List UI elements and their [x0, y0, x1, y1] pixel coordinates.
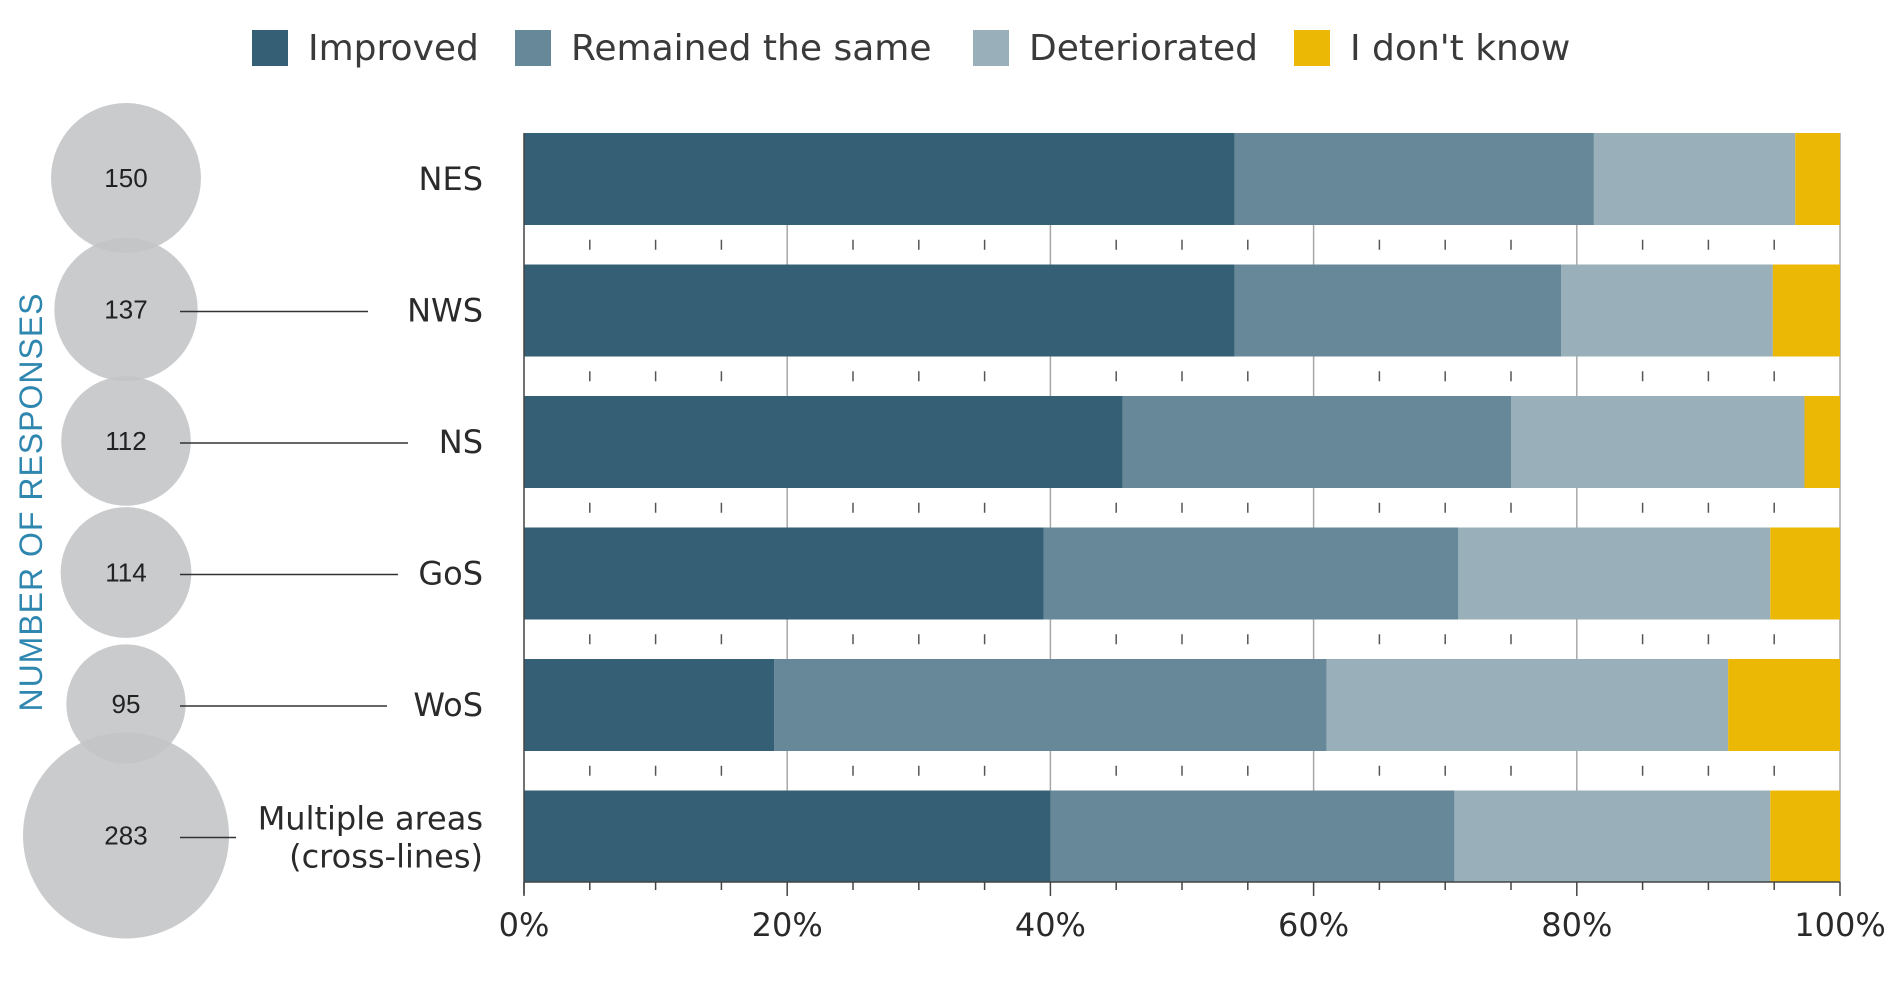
- x-tick-label: 40%: [1015, 906, 1086, 944]
- responses-count: 137: [104, 295, 147, 325]
- legend-label-0: Improved: [308, 28, 479, 69]
- bar-segment-remained-the-same-4: [774, 659, 1327, 751]
- bar-segment-improved-2: [524, 396, 1123, 488]
- responses-axis-label: NUMBER OF RESPONSES: [13, 292, 49, 711]
- category-label: NS: [439, 423, 483, 461]
- bar-segment-remained-the-same-0: [1234, 133, 1594, 225]
- x-tick-label: 100%: [1794, 906, 1885, 944]
- bar-segment-i-don-t-know-2: [1804, 396, 1840, 488]
- x-axis: 0% 20% 40% 60% 80% 100%: [499, 133, 1886, 944]
- legend-label-2: Deteriorated: [1029, 28, 1258, 69]
- bar-segment-deteriorated-3: [1458, 527, 1771, 620]
- responses-bubble: [51, 103, 201, 253]
- x-tick-label: 0%: [499, 906, 550, 944]
- category-label: Multiple areas (cross-lines): [258, 800, 483, 876]
- bar-segment-i-don-t-know-4: [1728, 659, 1840, 751]
- bar-segment-i-don-t-know-1: [1772, 264, 1840, 357]
- responses-count: 114: [105, 558, 146, 588]
- bar-segment-remained-the-same-2: [1122, 396, 1511, 488]
- x-tick-label: 60%: [1278, 906, 1349, 944]
- responses-count: 112: [105, 426, 146, 456]
- bar-segment-deteriorated-2: [1511, 396, 1805, 488]
- legend-swatch-0: [252, 30, 288, 66]
- bar-segment-remained-the-same-5: [1050, 790, 1455, 883]
- bar-segment-i-don-t-know-0: [1795, 133, 1840, 225]
- bar-segment-improved-5: [524, 790, 1051, 883]
- responses-bubble: [61, 376, 191, 506]
- bar-segment-deteriorated-0: [1593, 133, 1796, 225]
- legend-swatch-3: [1294, 30, 1330, 66]
- category-label: WoS: [413, 686, 483, 724]
- grid: [589, 133, 1841, 882]
- bar-segment-improved-3: [524, 527, 1044, 620]
- category-label: NES: [419, 160, 483, 198]
- category-label: GoS: [418, 555, 483, 593]
- bar-segment-deteriorated-4: [1326, 659, 1729, 751]
- responses-bubble: [54, 237, 198, 382]
- bar-segment-improved-1: [524, 264, 1235, 357]
- bar-segment-i-don-t-know-5: [1770, 790, 1840, 883]
- bar-segment-improved-4: [524, 659, 775, 751]
- category-labels: NES NWS NS GoS WoS Multiple areas (cross-lines…: [258, 160, 483, 876]
- responses-bubble: [66, 644, 186, 764]
- bar-segment-deteriorated-5: [1454, 790, 1771, 883]
- responses-count: 283: [104, 821, 147, 851]
- bar-segment-remained-the-same-1: [1234, 264, 1562, 357]
- responses-bubble: [60, 507, 192, 638]
- category-label: NWS: [407, 292, 483, 330]
- legend-label-3: I don't know: [1350, 28, 1570, 69]
- x-tick-label: 80%: [1541, 906, 1612, 944]
- legend-swatch-2: [973, 30, 1009, 66]
- legend-swatch-1: [515, 30, 551, 66]
- legend: Improved Remained the same Deteriorated I d…: [252, 28, 1570, 69]
- bar-segment-i-don-t-know-3: [1770, 527, 1840, 620]
- responses-bubbles: 150 137 112 114 95 283: [23, 103, 408, 939]
- bar-segment-remained-the-same-3: [1043, 527, 1459, 620]
- responses-count: 150: [104, 163, 147, 193]
- responses-count: 95: [112, 689, 141, 719]
- bar-segment-improved-0: [524, 133, 1235, 225]
- x-tick-label: 20%: [752, 906, 823, 944]
- bar-segment-deteriorated-1: [1561, 264, 1773, 357]
- bars: [524, 133, 1840, 883]
- legend-label-1: Remained the same: [571, 28, 932, 69]
- responses-bubble: [23, 732, 229, 939]
